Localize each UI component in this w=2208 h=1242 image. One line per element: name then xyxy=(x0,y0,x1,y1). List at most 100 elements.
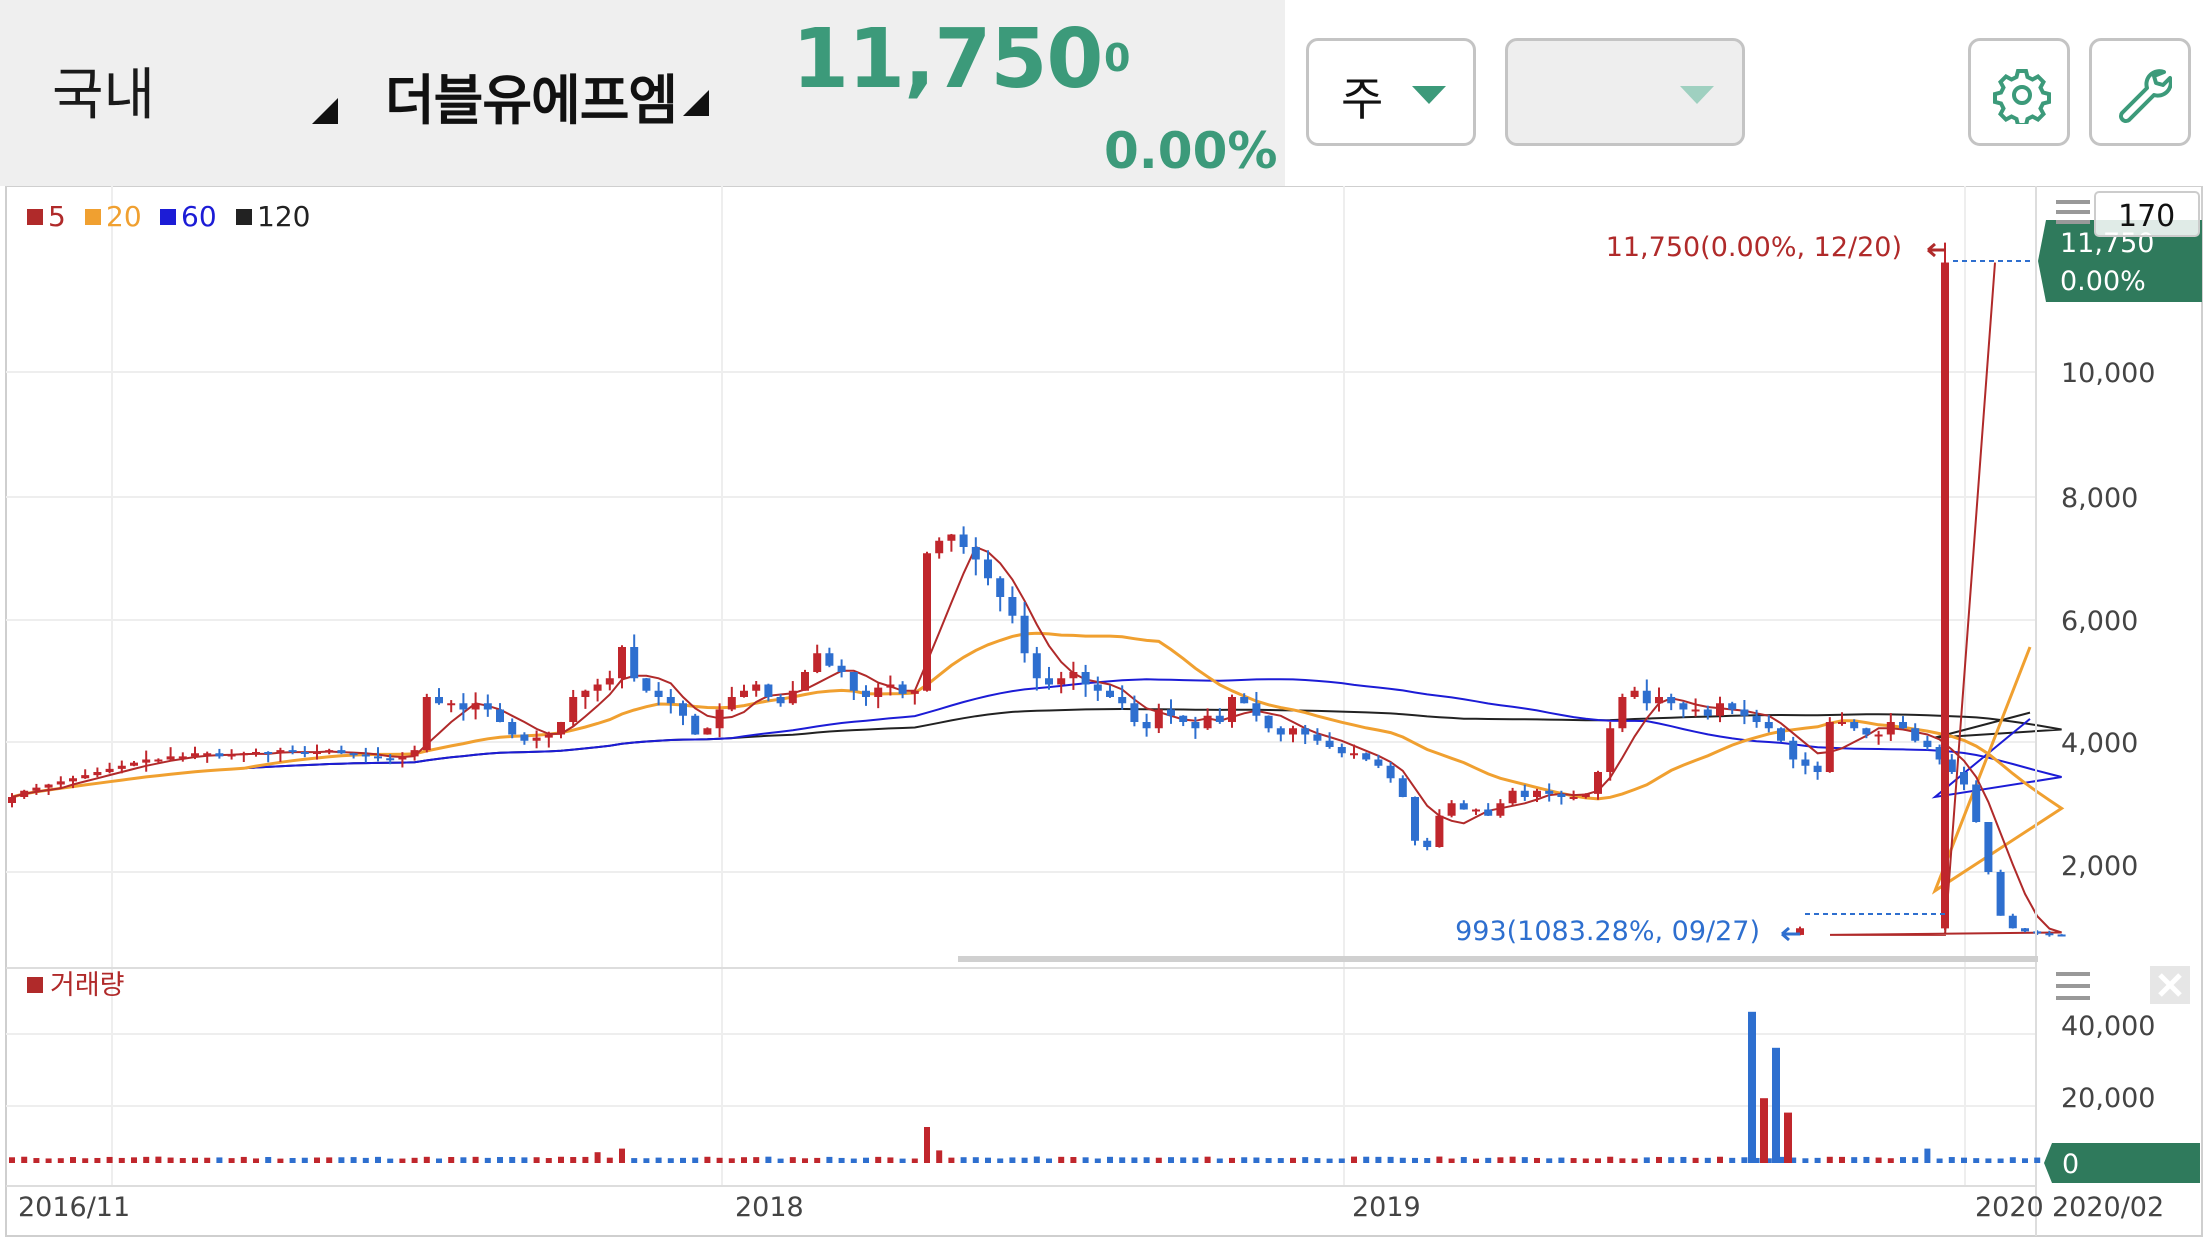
candle-body xyxy=(483,703,492,710)
volume-bar xyxy=(1131,1157,1138,1163)
candle-body xyxy=(544,734,553,738)
candle-body xyxy=(910,690,919,694)
volume-bar xyxy=(1704,1157,1711,1163)
candle-body xyxy=(386,758,395,761)
volume-bar xyxy=(924,1127,930,1163)
volume-bar xyxy=(643,1158,650,1163)
candle-body xyxy=(44,784,53,788)
volume-bar xyxy=(228,1158,235,1163)
candle-body xyxy=(1789,740,1798,760)
volume-bar xyxy=(399,1158,406,1163)
candle-body xyxy=(557,722,565,735)
stock-chart[interactable]: 5 20 60 120 11,750(0.00%, 12/20) 993(108… xyxy=(0,186,2208,1242)
volume-bar xyxy=(1326,1158,1333,1163)
candle-body xyxy=(898,684,907,694)
candle-body xyxy=(1569,797,1578,799)
candle-body xyxy=(117,765,126,769)
candle-body xyxy=(1142,722,1151,729)
low-annotation: 993(1083.28%, 09/27) xyxy=(1455,916,1760,947)
volume-bar xyxy=(545,1158,552,1163)
panel-resize-handle[interactable] xyxy=(958,956,2038,962)
candle-body xyxy=(1947,759,1956,772)
stock-name-selector[interactable]: 더블유에프엠 xyxy=(385,69,678,132)
volume-legend: 거래량 xyxy=(50,970,125,1001)
candle-body xyxy=(801,672,809,691)
legend-ma5-swatch xyxy=(27,209,43,225)
volume-bar xyxy=(253,1158,259,1163)
scale-box[interactable] xyxy=(2094,191,2200,237)
volume-bar xyxy=(1936,1158,1943,1163)
stock-dropdown-icon[interactable] xyxy=(683,90,709,116)
candle-body xyxy=(1496,803,1505,816)
candle-body xyxy=(1301,728,1310,735)
candle-body xyxy=(471,703,480,710)
candle-body xyxy=(1594,772,1602,794)
volume-bar xyxy=(960,1157,967,1163)
candle-body xyxy=(1752,715,1761,722)
volume-bar xyxy=(521,1157,528,1163)
legend-ma120: 120 xyxy=(257,200,310,233)
candle-body xyxy=(1008,597,1017,616)
candle-body xyxy=(1972,784,1981,822)
volume-bar xyxy=(1473,1158,1479,1163)
candle-body xyxy=(1411,797,1419,841)
chart-settings-button[interactable] xyxy=(1968,38,2070,146)
volume-bar xyxy=(1277,1158,1284,1163)
legend-ma20: 20 xyxy=(106,200,142,233)
period-select[interactable]: 주 xyxy=(1306,38,1476,146)
volume-bar xyxy=(1046,1158,1052,1163)
ma20-path xyxy=(11,631,2065,895)
candle-body xyxy=(1703,709,1712,716)
volume-bar xyxy=(1692,1157,1699,1163)
volume-bar xyxy=(411,1157,418,1163)
candle-body xyxy=(422,697,431,751)
candle-body xyxy=(2033,931,2042,934)
candle-body xyxy=(813,653,822,672)
volume-bar xyxy=(680,1157,686,1163)
candle-body xyxy=(2021,928,2029,932)
candle-body xyxy=(947,534,956,541)
volume-bar xyxy=(1851,1157,1858,1163)
candle-body xyxy=(1032,653,1041,679)
volume-bar xyxy=(436,1158,442,1163)
volume-bar xyxy=(875,1156,882,1163)
candle-body xyxy=(325,750,334,753)
volume-bar xyxy=(1351,1156,1357,1163)
volume-bar xyxy=(1900,1157,1906,1163)
volume-bar xyxy=(765,1156,772,1163)
candle-body xyxy=(2057,934,2066,937)
candle-body xyxy=(1020,615,1029,654)
volume-bar xyxy=(143,1156,150,1163)
volume-bar xyxy=(1558,1157,1565,1163)
close-icon[interactable] xyxy=(2150,966,2190,1004)
main-panel-menu-icon[interactable] xyxy=(2056,200,2090,224)
volume-bar xyxy=(497,1157,503,1163)
candle-body xyxy=(996,578,1005,597)
volume-panel-menu-icon[interactable] xyxy=(2056,972,2090,1000)
volume-bar xyxy=(887,1157,894,1163)
candle-body xyxy=(1630,690,1639,697)
volume-bar xyxy=(314,1157,320,1163)
volume-bar xyxy=(1619,1158,1626,1163)
candle-body xyxy=(984,559,992,579)
candle-body xyxy=(178,756,187,759)
compare-select[interactable] xyxy=(1505,38,1745,146)
volume-bar xyxy=(1814,1157,1821,1163)
volume-bar xyxy=(131,1157,137,1163)
chart-canvas[interactable]: 5 20 60 120 11,750(0.00%, 12/20) 993(108… xyxy=(0,186,2208,1242)
volume-bar xyxy=(594,1152,601,1163)
candle-body xyxy=(727,697,736,710)
volume-bar xyxy=(1729,1157,1736,1163)
volume-bar xyxy=(1748,1011,1756,1163)
volume-bar xyxy=(375,1156,381,1163)
candle-body xyxy=(1801,759,1810,766)
candle-body xyxy=(1130,703,1139,722)
volume-bar xyxy=(777,1158,784,1163)
market-selector[interactable]: 국내 xyxy=(52,63,156,128)
market-dropdown-icon[interactable] xyxy=(312,98,338,124)
price-change-rate: 0.00% xyxy=(1104,122,1278,180)
chart-tools-button[interactable] xyxy=(2089,38,2191,146)
candle-body xyxy=(361,754,370,757)
candle-body xyxy=(69,778,77,782)
volume-bar xyxy=(1912,1157,1919,1163)
